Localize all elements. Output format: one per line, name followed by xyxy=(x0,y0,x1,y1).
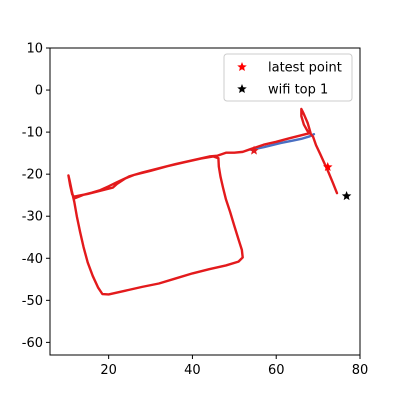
y-tick-label: -40 xyxy=(22,252,43,267)
y-tick-label: -20 xyxy=(22,168,43,183)
x-tick-label: 60 xyxy=(268,363,285,378)
star-marker xyxy=(249,145,259,155)
x-tick-label: 20 xyxy=(100,363,117,378)
y-tick-label: 0 xyxy=(35,84,43,99)
legend-box xyxy=(223,53,353,102)
legend-label: wifi top 1 xyxy=(268,83,328,98)
latest-point-marker xyxy=(322,162,333,172)
legend-marker xyxy=(237,62,247,72)
y-tick-label: -60 xyxy=(22,336,43,351)
wifi-top-1-marker xyxy=(341,191,352,201)
x-tick-label: 80 xyxy=(352,363,369,378)
y-tick-label: -30 xyxy=(22,210,43,225)
y-tick-label: -50 xyxy=(22,294,43,309)
x-tick-label: 40 xyxy=(184,363,201,378)
legend: latest point wifi top 1 xyxy=(223,53,353,102)
y-tick-label: -10 xyxy=(22,126,43,141)
trajectory-line xyxy=(67,107,339,296)
legend-marker xyxy=(237,84,247,94)
y-tick-label: 10 xyxy=(26,42,43,57)
legend-label: latest point xyxy=(268,61,342,76)
plot-area xyxy=(67,107,352,296)
trajectory-line xyxy=(249,133,316,151)
axes-frame xyxy=(49,47,361,356)
